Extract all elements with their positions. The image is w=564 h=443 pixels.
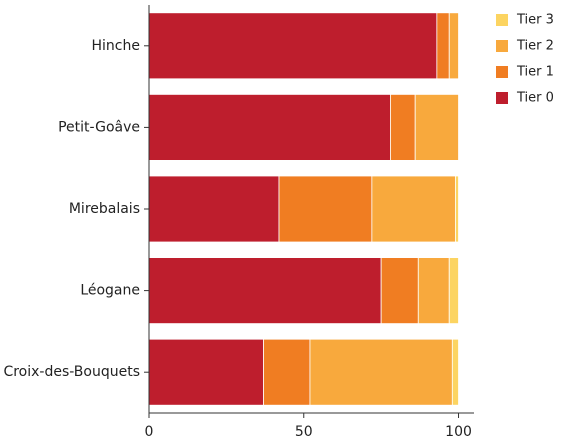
category-labels: Hinche Petit-Goâve Mirebalais Léogane Croix-… — [3, 38, 149, 380]
bar-petit-goave-tier-1 — [390, 94, 416, 161]
x-tick-label-100: 100 — [445, 424, 472, 440]
bar-hinche-tier-0 — [148, 12, 438, 80]
bar-mirebalais-tier-1 — [278, 175, 373, 243]
bar-mirebalais-tier-2 — [371, 175, 456, 243]
bar-petit-goave-tier-2 — [414, 94, 459, 161]
bar-mirebalais-tier-0 — [148, 175, 280, 243]
bar-croix-des-bouquets-tier-0 — [148, 338, 264, 406]
bar-croix-des-bouquets-tier-2 — [309, 338, 453, 406]
category-label-leogane: Léogane — [80, 283, 140, 299]
bar-hinche-tier-1 — [436, 12, 450, 80]
bar-leogane-tier-0 — [148, 257, 382, 325]
legend-swatch-tier-0 — [496, 92, 508, 104]
category-label-croix-des-bouquets: Croix-des-Bouquets — [3, 364, 140, 380]
bars-group — [148, 12, 459, 406]
legend-swatch-tier-1 — [496, 66, 508, 78]
legend: Tier 3 Tier 2 Tier 1 Tier 0 — [496, 13, 554, 106]
category-label-hinche: Hinche — [92, 38, 140, 54]
bar-petit-goave-tier-0 — [148, 94, 391, 161]
bar-croix-des-bouquets-tier-3 — [451, 338, 459, 406]
bar-leogane-tier-1 — [380, 257, 419, 325]
x-axis-ticks: 0 50 100 — [145, 413, 472, 440]
bar-mirebalais-tier-3 — [455, 175, 459, 243]
bar-croix-des-bouquets-tier-1 — [263, 338, 311, 406]
category-label-petit-goave: Petit-Goâve — [58, 119, 140, 135]
x-tick-label-0: 0 — [145, 424, 154, 440]
bar-leogane-tier-2 — [417, 257, 450, 325]
category-label-mirebalais: Mirebalais — [69, 201, 140, 217]
legend-label-tier-3: Tier 3 — [516, 13, 554, 28]
legend-swatch-tier-3 — [496, 14, 508, 26]
legend-label-tier-1: Tier 1 — [516, 65, 554, 80]
legend-swatch-tier-2 — [496, 40, 508, 52]
x-tick-label-50: 50 — [295, 424, 313, 440]
legend-label-tier-2: Tier 2 — [516, 39, 554, 54]
legend-label-tier-0: Tier 0 — [516, 91, 554, 106]
bar-leogane-tier-3 — [448, 257, 459, 325]
bar-hinche-tier-2 — [448, 12, 459, 80]
